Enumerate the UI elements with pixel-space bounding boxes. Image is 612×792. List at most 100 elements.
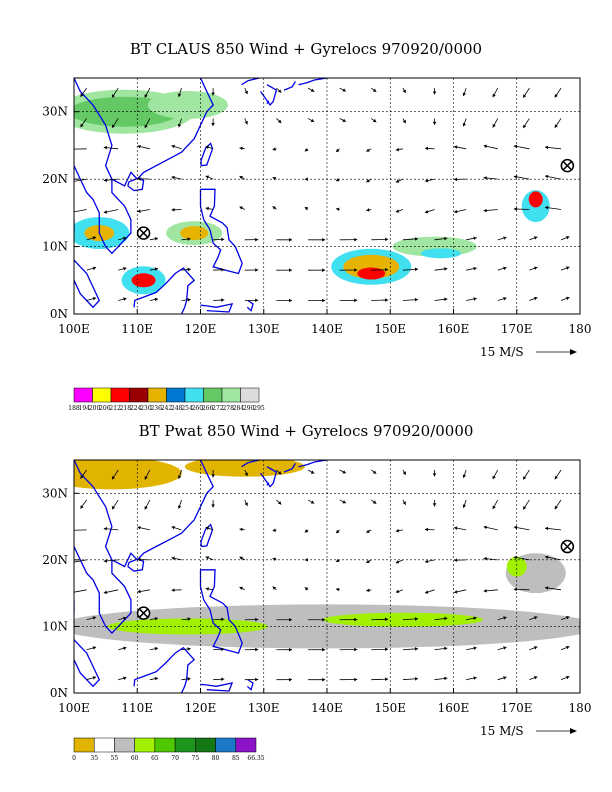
wind-vector-head — [566, 645, 570, 650]
colorbar-label: 200 — [89, 405, 101, 412]
wind-vector-head — [272, 528, 276, 532]
colorbar-label: 254 — [181, 405, 193, 412]
wind-vector-head — [523, 506, 527, 510]
coastline — [200, 682, 234, 692]
coastline — [74, 599, 101, 688]
wind-vector-head — [454, 558, 458, 562]
wind-vector-head — [289, 647, 293, 652]
shaded-region — [184, 460, 305, 477]
wind-vector-head — [144, 505, 148, 510]
wind-vector-head — [513, 587, 517, 592]
wind-vector-head — [385, 677, 389, 682]
wind-vector-head — [123, 676, 127, 681]
wind-vector-head — [336, 558, 340, 562]
wind-vector-head — [177, 505, 182, 509]
wind-vector-head — [414, 677, 419, 681]
shaded-region — [506, 556, 527, 577]
x-tick-label: 130E — [248, 322, 280, 336]
wind-vector-head — [92, 646, 97, 650]
wind-vector-head — [272, 586, 277, 590]
wind-vector-head — [462, 122, 467, 127]
wind-vector-head — [566, 296, 570, 301]
colorbar-label: 75 — [192, 755, 200, 762]
wind-vector-head — [310, 470, 315, 474]
wind-vector-head — [414, 647, 419, 651]
wind-vector-head — [454, 145, 458, 149]
colorbar-label: 218 — [120, 405, 132, 412]
wind-vector-head — [304, 587, 309, 591]
wind-vector-head — [221, 298, 225, 302]
wind-vector-head — [454, 526, 458, 530]
wind-vector-head — [385, 237, 389, 242]
x-tick-label: 120E — [185, 701, 217, 715]
wind-vector-head — [523, 476, 527, 480]
wind-vector-head — [277, 89, 282, 93]
wind-vector-head — [462, 474, 467, 478]
x-tick-label: 140E — [311, 701, 343, 715]
wind-vector-head — [244, 120, 248, 125]
wind-vector-head — [187, 677, 191, 681]
wind-vector-head — [289, 677, 293, 682]
wind-vector-head — [205, 587, 209, 591]
wind-vector-head — [554, 124, 558, 128]
colorbar-label: 66.35 — [247, 755, 264, 762]
panel-1-title: BT CLAUS 850 Wind + Gyrelocs 970920/0000 — [129, 40, 483, 58]
wind-vector-head — [244, 472, 248, 476]
wind-vector-head — [372, 88, 377, 92]
colorbar-swatch — [195, 737, 216, 753]
colorbar-swatch — [73, 737, 95, 753]
wind-vector-head — [123, 236, 127, 241]
colorbar-label: 230 — [140, 405, 152, 412]
wind-vector-head — [187, 617, 191, 621]
wind-vector-head — [304, 558, 308, 562]
coastline — [260, 84, 278, 107]
wind-vector-head — [342, 118, 346, 122]
wind-vector-head — [462, 92, 467, 97]
wind-vector-head — [289, 238, 293, 242]
y-tick-label: 10N — [42, 240, 68, 254]
x-tick-label: 120E — [185, 322, 217, 336]
x-tick-label: 100E — [58, 322, 90, 336]
map-field — [74, 78, 580, 314]
wind-vector-head — [372, 500, 377, 504]
wind-vector-head — [566, 236, 570, 240]
coastline — [200, 523, 214, 548]
wind-vector-head — [395, 589, 400, 594]
wind-vector-head — [513, 207, 517, 211]
colorbar-label: 206 — [99, 405, 111, 412]
wind-vector-head — [239, 527, 243, 532]
wind-vector-head — [444, 676, 448, 681]
coastline — [266, 482, 270, 486]
wind-vector-head — [277, 471, 282, 475]
wind-vector-head — [473, 266, 477, 271]
wind-vector-head — [432, 503, 437, 507]
gyre-marker-cross — [562, 160, 573, 171]
wind-vector-head — [473, 297, 477, 301]
wind-vector-head — [354, 298, 358, 303]
x-tick-label: 180 — [569, 322, 592, 336]
wind-vector-head — [336, 207, 340, 212]
wind-vector-head — [492, 93, 496, 98]
x-tick-label: 160E — [438, 701, 470, 715]
wind-vector-head — [432, 473, 437, 477]
wind-vector-head — [402, 501, 406, 505]
colorbar-swatch — [174, 737, 196, 753]
wind-vector-head — [533, 266, 538, 270]
wind-vector-head — [366, 529, 370, 533]
coastline — [298, 78, 328, 86]
wind-vector-head — [366, 559, 370, 563]
coastline — [200, 303, 234, 313]
wind-vector-head — [255, 237, 259, 242]
wind-vector-head — [533, 296, 538, 301]
wind-vector-head — [473, 646, 477, 650]
wind-vector-head — [255, 298, 259, 303]
wind-vector-head — [137, 209, 141, 213]
wind-vector-head — [171, 556, 175, 561]
shaded-region — [74, 460, 182, 490]
wind-vector-head — [545, 526, 549, 531]
wind-vector-head — [483, 144, 487, 149]
wind-vector-head — [221, 267, 225, 272]
x-tick-label: 160E — [438, 322, 470, 336]
y-tick-label: 10N — [42, 619, 68, 633]
